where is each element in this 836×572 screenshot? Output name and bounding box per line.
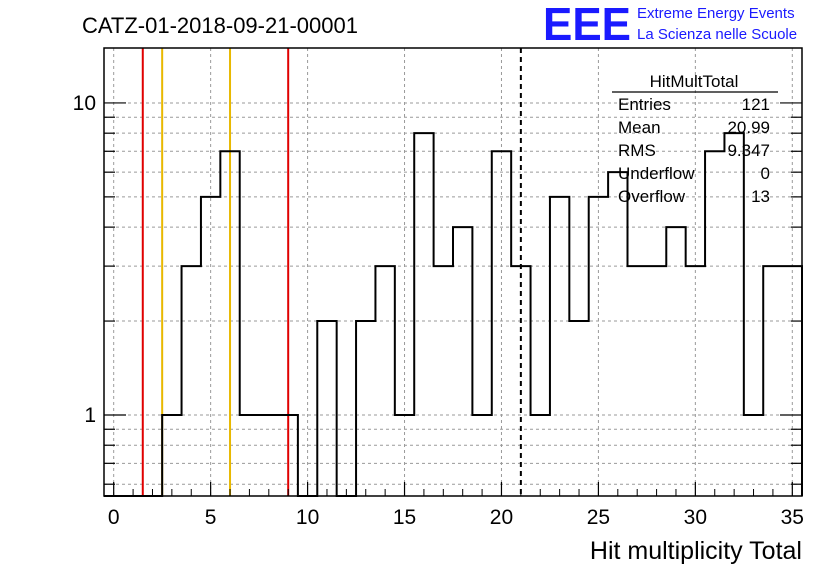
histogram-bin (182, 266, 201, 496)
x-tick-label: 35 (781, 506, 804, 529)
stats-value-overflow: 13 (751, 187, 770, 206)
histogram-bin (375, 266, 394, 496)
histogram-bin (647, 266, 666, 496)
histogram-bin (414, 133, 433, 496)
histogram-bin (763, 266, 782, 496)
histogram-bin (550, 197, 569, 496)
logo-line-1: Extreme Energy Events (637, 5, 795, 22)
histogram-bin (453, 227, 472, 496)
stats-label-mean: Mean (618, 118, 661, 137)
histogram-bin (608, 172, 627, 496)
stats-value-rms: 9.347 (727, 141, 770, 160)
stats-value-entries: 121 (742, 95, 770, 114)
logo-line-2: La Scienza nelle Scuole (637, 26, 797, 43)
x-tick-label: 25 (587, 506, 610, 529)
histogram-bin (628, 266, 647, 496)
histogram-bin (317, 321, 336, 496)
stats-label-underflow: Underflow (618, 164, 695, 183)
histogram-bin (531, 415, 550, 496)
histogram-series (104, 132, 803, 497)
histogram-bin (434, 266, 453, 496)
stats-box-name: HitMultTotal (650, 72, 739, 91)
logo-mark: EEE (543, 0, 631, 50)
y-tick-label: 10 (73, 92, 96, 115)
x-tick-label: 20 (490, 506, 513, 529)
x-tick-label: 10 (296, 506, 319, 529)
plot-frame (103, 47, 803, 497)
x-tick-label: 15 (393, 506, 416, 529)
chart-title: CATZ-01-2018-09-21-00001 (82, 13, 358, 38)
y-tick-label: 1 (84, 404, 96, 427)
stats-box: HitMultTotal Entries 121 Mean 20.99 RMS … (612, 72, 778, 206)
x-axis-title: Hit multiplicity Total (590, 537, 802, 565)
histogram-bin (569, 321, 588, 496)
eee-logo: EEE Extreme Energy Events La Scienza nel… (543, 0, 797, 50)
reference-lines (141, 48, 522, 496)
stats-value-underflow: 0 (761, 164, 770, 183)
histogram-bin (356, 321, 375, 496)
stats-label-overflow: Overflow (618, 187, 686, 206)
axis-ticks: 0 5 10 15 20 25 30 35 1 10 (73, 92, 804, 529)
stats-label-entries: Entries (618, 95, 671, 114)
x-tick-label: 0 (108, 506, 120, 529)
x-tick-label: 30 (684, 506, 707, 529)
x-tick-label: 5 (205, 506, 217, 529)
stats-value-mean: 20.99 (727, 118, 770, 137)
stats-label-rms: RMS (618, 141, 656, 160)
histogram-bin (666, 227, 685, 496)
